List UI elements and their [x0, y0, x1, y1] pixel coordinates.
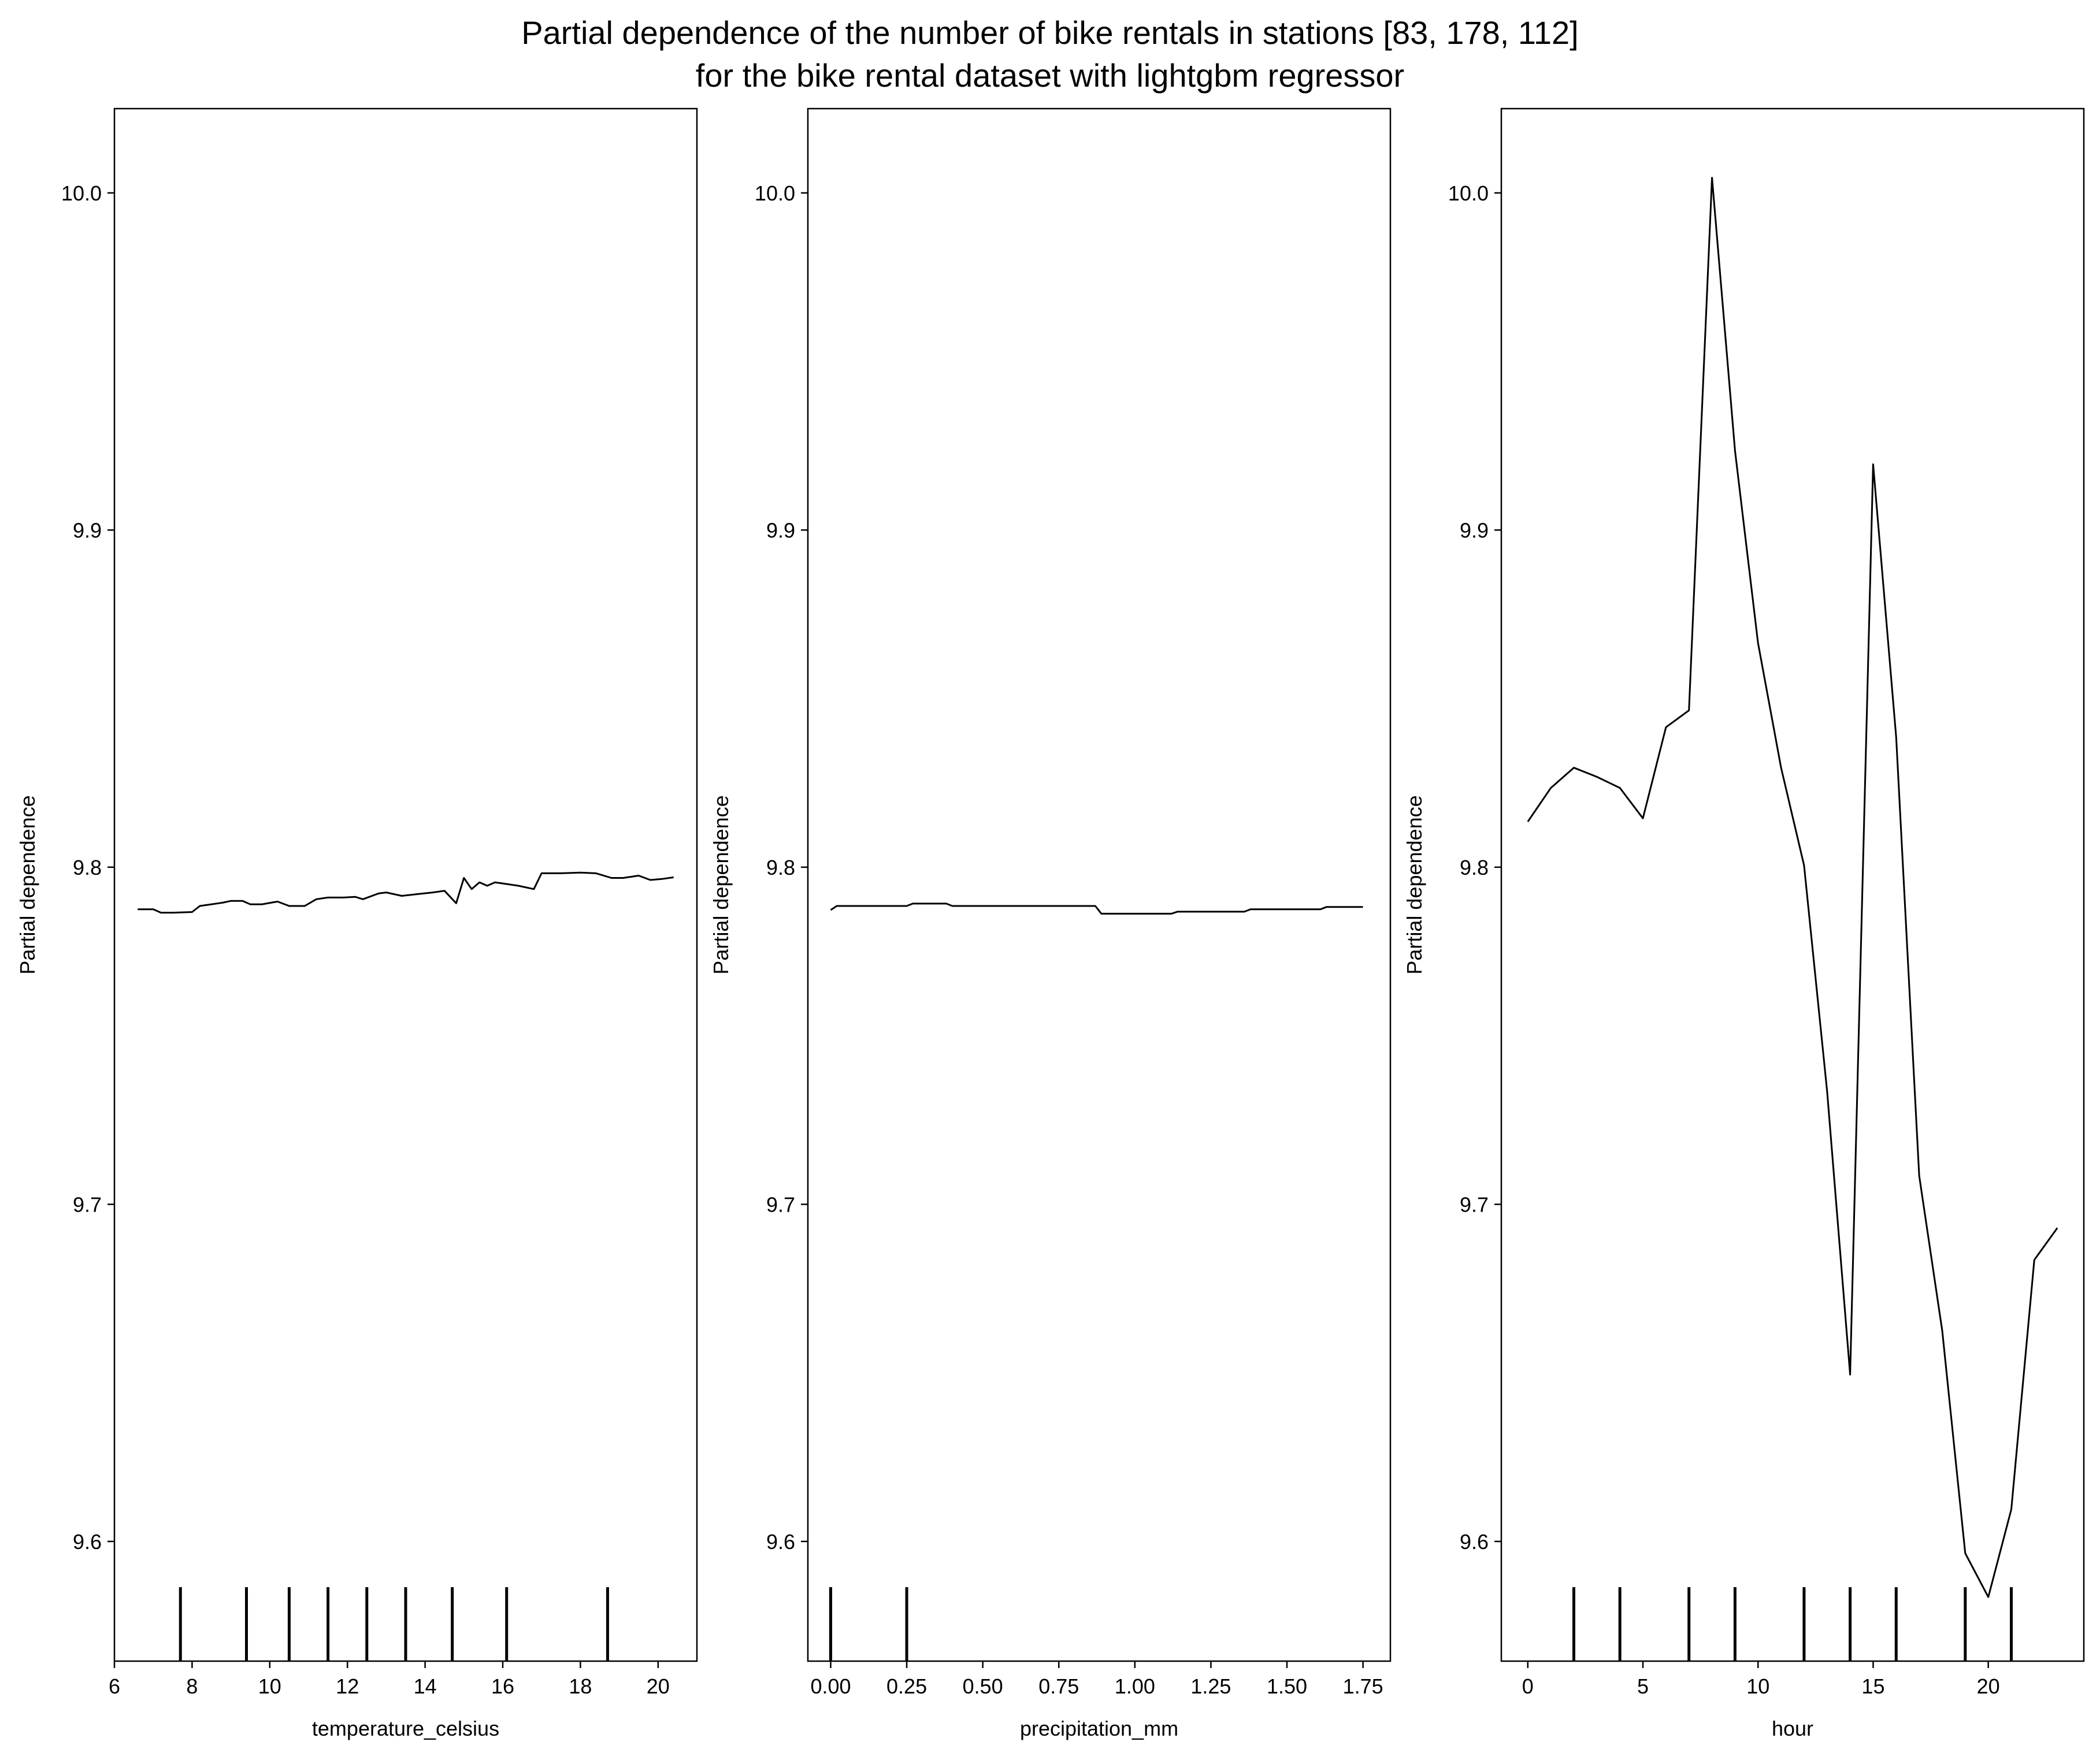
- y-tick-label: 9.9: [73, 518, 102, 542]
- y-tick-label: 9.7: [73, 1193, 102, 1216]
- x-tick-label: 1.00: [1115, 1674, 1155, 1698]
- precipitation-panel: 9.6 9.7 9.8 9.9 10.0 0.00 0.25 0.50 0.75 1.00 1.25…: [709, 107, 1392, 1740]
- partial-dependence-line: [830, 903, 1363, 915]
- x-axis-label: temperature_celsius: [312, 1717, 499, 1740]
- axes-frame: [807, 107, 1392, 1662]
- y-tick-label: 10.0: [61, 181, 102, 205]
- y-tick-label: 10.0: [755, 181, 795, 205]
- axes-frame: [1500, 107, 2085, 1662]
- y-tick-label: 9.9: [1460, 518, 1489, 542]
- x-axis-label: hour: [1772, 1717, 1813, 1740]
- y-tick-label: 9.6: [73, 1530, 102, 1554]
- y-tick-label: 9.8: [766, 856, 795, 879]
- x-tick-label: 18: [569, 1674, 592, 1698]
- y-tick-label: 9.8: [73, 856, 102, 879]
- y-tick-label: 9.7: [766, 1193, 795, 1216]
- y-tick-label: 10.0: [1448, 181, 1489, 205]
- figure-title-line-1: Partial dependence of the number of bike…: [521, 14, 1579, 51]
- y-tick-label: 9.6: [766, 1530, 795, 1554]
- figure-title-line-2: for the bike rental dataset with lightgb…: [696, 57, 1404, 94]
- x-tick-label: 10: [258, 1674, 281, 1698]
- temperature-panel: 9.6 9.7 9.8 9.9 10.0 6 8 10 12 14 16 18 20 temperatur…: [16, 107, 698, 1740]
- axes-frame: [113, 107, 698, 1662]
- x-tick-label: 6: [109, 1674, 120, 1698]
- x-tick-label: 1.75: [1343, 1674, 1383, 1698]
- y-tick-label: 9.6: [1460, 1530, 1489, 1554]
- x-tick-label: 12: [336, 1674, 359, 1698]
- x-tick-label: 0.50: [963, 1674, 1003, 1698]
- partial-dependence-line: [1527, 177, 2058, 1598]
- x-tick-label: 20: [647, 1674, 670, 1698]
- x-tick-label: 1.25: [1190, 1674, 1231, 1698]
- x-tick-label: 10: [1746, 1674, 1769, 1698]
- y-tick-label: 9.7: [1460, 1193, 1489, 1216]
- x-tick-label: 20: [1977, 1674, 2000, 1698]
- x-tick-label: 0: [1522, 1674, 1534, 1698]
- x-tick-label: 8: [186, 1674, 198, 1698]
- x-tick-label: 14: [414, 1674, 437, 1698]
- x-tick-label: 0.75: [1038, 1674, 1079, 1698]
- y-axis-label: Partial dependence: [16, 795, 39, 974]
- partial-dependence-line: [138, 871, 674, 914]
- x-tick-label: 0.25: [886, 1674, 927, 1698]
- x-tick-label: 1.50: [1267, 1674, 1307, 1698]
- y-axis-label: Partial dependence: [709, 795, 733, 974]
- y-tick-label: 9.9: [766, 518, 795, 542]
- hour-panel: 9.6 9.7 9.8 9.9 10.0 0 5 10 15 20 hour Partial depe…: [1403, 107, 2085, 1740]
- y-tick-label: 9.8: [1460, 856, 1489, 879]
- x-axis-label: precipitation_mm: [1020, 1717, 1178, 1740]
- y-axis-label: Partial dependence: [1403, 795, 1426, 974]
- x-tick-label: 5: [1637, 1674, 1649, 1698]
- x-tick-label: 16: [491, 1674, 514, 1698]
- x-tick-label: 15: [1861, 1674, 1884, 1698]
- x-tick-label: 0.00: [810, 1674, 851, 1698]
